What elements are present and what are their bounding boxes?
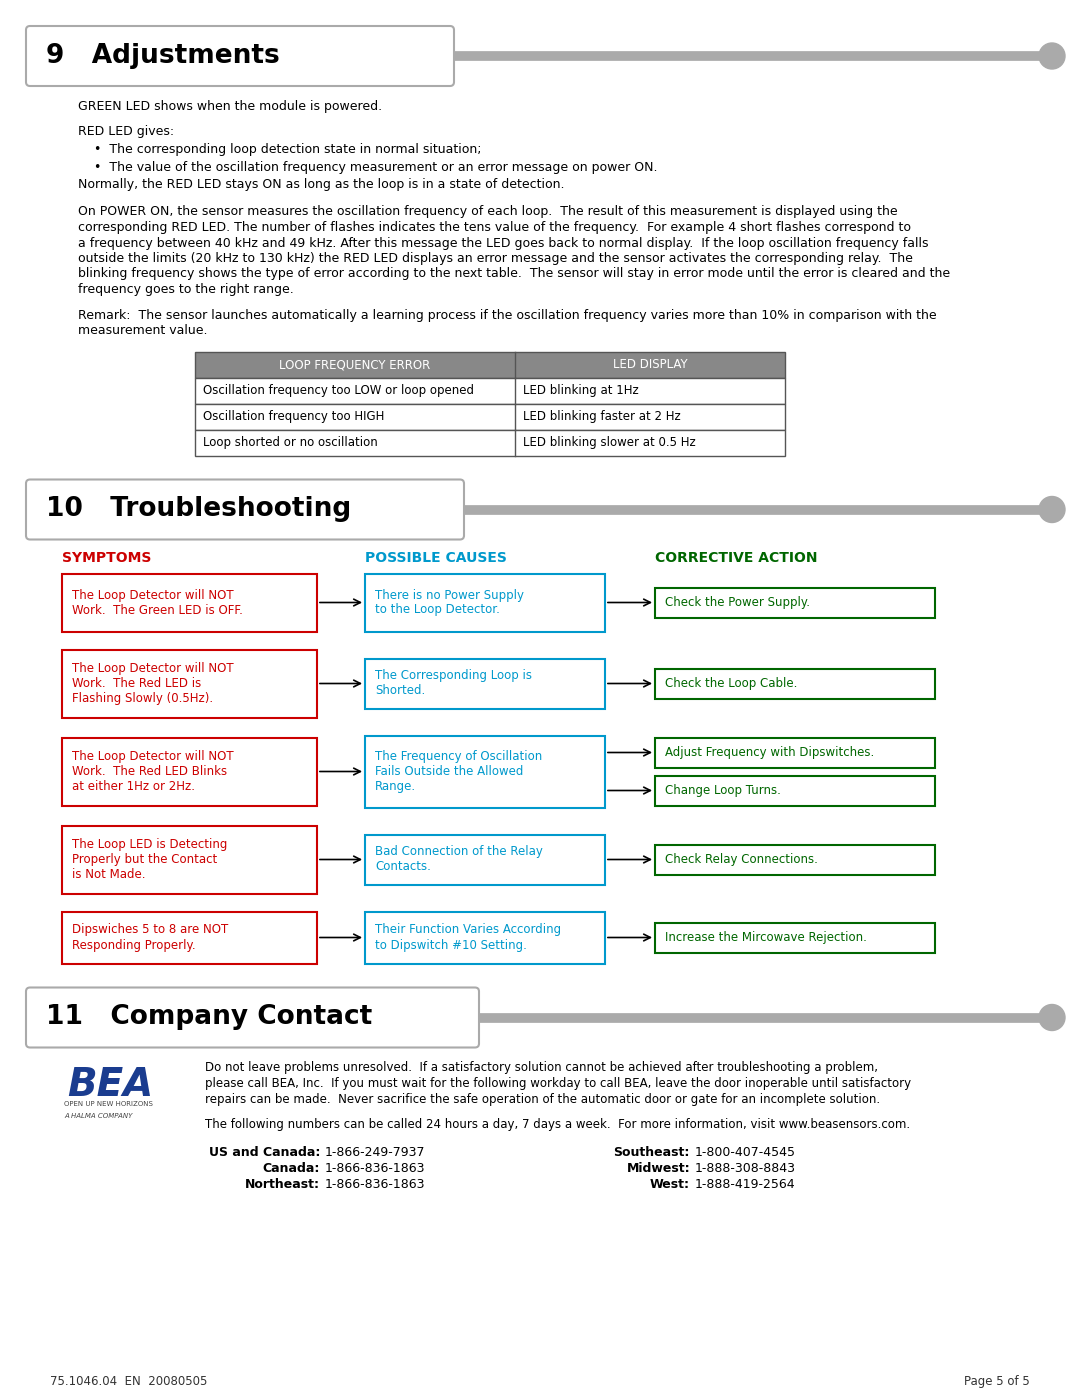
Text: Check Relay Connections.: Check Relay Connections. [665, 854, 818, 866]
Text: US and Canada:: US and Canada: [208, 1146, 320, 1158]
Text: Their Function Varies According
to Dipswitch #10 Setting.: Their Function Varies According to Dipsw… [375, 923, 562, 951]
FancyBboxPatch shape [195, 377, 785, 404]
FancyBboxPatch shape [365, 735, 605, 807]
Text: please call BEA, Inc.  If you must wait for the following workday to call BEA, l: please call BEA, Inc. If you must wait f… [205, 1077, 912, 1090]
Text: Check the Power Supply.: Check the Power Supply. [665, 597, 810, 609]
Text: Adjust Frequency with Dipswitches.: Adjust Frequency with Dipswitches. [665, 746, 874, 759]
Text: OPEN UP NEW HORIZONS: OPEN UP NEW HORIZONS [64, 1101, 153, 1108]
FancyBboxPatch shape [62, 574, 318, 631]
Text: The Loop Detector will NOT
Work.  The Red LED is
Flashing Slowly (0.5Hz).: The Loop Detector will NOT Work. The Red… [72, 662, 233, 705]
Circle shape [1039, 496, 1065, 522]
FancyBboxPatch shape [26, 988, 480, 1048]
FancyBboxPatch shape [195, 429, 785, 455]
Text: LED blinking at 1Hz: LED blinking at 1Hz [523, 384, 638, 397]
FancyBboxPatch shape [195, 352, 785, 377]
Text: LOOP FREQUENCY ERROR: LOOP FREQUENCY ERROR [280, 358, 431, 372]
FancyBboxPatch shape [654, 845, 935, 875]
Text: 75.1046.04  EN  20080505: 75.1046.04 EN 20080505 [50, 1375, 207, 1389]
Text: Do not leave problems unresolved.  If a satisfactory solution cannot be achieved: Do not leave problems unresolved. If a s… [205, 1062, 878, 1074]
Circle shape [1039, 43, 1065, 68]
FancyBboxPatch shape [365, 658, 605, 708]
Text: Midwest:: Midwest: [626, 1161, 690, 1175]
Text: On POWER ON, the sensor measures the oscillation frequency of each loop.  The re: On POWER ON, the sensor measures the osc… [78, 205, 897, 218]
FancyBboxPatch shape [654, 669, 935, 698]
Text: 9   Adjustments: 9 Adjustments [46, 43, 280, 68]
Text: Southeast:: Southeast: [613, 1146, 690, 1158]
Text: 1-888-419-2564: 1-888-419-2564 [696, 1178, 796, 1190]
FancyBboxPatch shape [365, 834, 605, 884]
Text: Page 5 of 5: Page 5 of 5 [964, 1375, 1030, 1389]
Text: 10   Troubleshooting: 10 Troubleshooting [46, 496, 351, 522]
Text: LED blinking slower at 0.5 Hz: LED blinking slower at 0.5 Hz [523, 436, 696, 448]
Text: Loop shorted or no oscillation: Loop shorted or no oscillation [203, 436, 378, 448]
FancyBboxPatch shape [654, 922, 935, 953]
Text: The Corresponding Loop is
Shorted.: The Corresponding Loop is Shorted. [375, 669, 532, 697]
Text: Canada:: Canada: [262, 1161, 320, 1175]
Text: The Loop LED is Detecting
Properly but the Contact
is Not Made.: The Loop LED is Detecting Properly but t… [72, 838, 228, 882]
Text: 1-866-249-7937: 1-866-249-7937 [325, 1146, 426, 1158]
Text: measurement value.: measurement value. [78, 324, 207, 337]
Text: GREEN LED shows when the module is powered.: GREEN LED shows when the module is power… [78, 101, 382, 113]
FancyBboxPatch shape [62, 650, 318, 718]
Text: •  The value of the oscillation frequency measurement or an error message on pow: • The value of the oscillation frequency… [78, 161, 658, 173]
Text: 1-866-836-1863: 1-866-836-1863 [325, 1161, 426, 1175]
Text: LED DISPLAY: LED DISPLAY [612, 358, 687, 372]
Text: LED blinking faster at 2 Hz: LED blinking faster at 2 Hz [523, 409, 680, 423]
FancyBboxPatch shape [62, 911, 318, 964]
FancyBboxPatch shape [62, 738, 318, 806]
Text: A HALMA COMPANY: A HALMA COMPANY [64, 1113, 133, 1119]
Text: BEA: BEA [67, 1066, 153, 1105]
Text: West:: West: [650, 1178, 690, 1190]
Text: blinking frequency shows the type of error according to the next table.  The sen: blinking frequency shows the type of err… [78, 267, 950, 281]
FancyBboxPatch shape [26, 27, 454, 87]
Text: 1-800-407-4545: 1-800-407-4545 [696, 1146, 796, 1158]
Text: outside the limits (20 kHz to 130 kHz) the RED LED displays an error message and: outside the limits (20 kHz to 130 kHz) t… [78, 251, 913, 265]
FancyBboxPatch shape [195, 404, 785, 429]
Text: 1-866-836-1863: 1-866-836-1863 [325, 1178, 426, 1190]
FancyBboxPatch shape [365, 574, 605, 631]
Text: 11   Company Contact: 11 Company Contact [46, 1004, 373, 1031]
Text: frequency goes to the right range.: frequency goes to the right range. [78, 284, 294, 296]
Text: Normally, the RED LED stays ON as long as the loop is in a state of detection.: Normally, the RED LED stays ON as long a… [78, 177, 565, 191]
Text: Dipswiches 5 to 8 are NOT
Responding Properly.: Dipswiches 5 to 8 are NOT Responding Pro… [72, 923, 228, 951]
Text: Change Loop Turns.: Change Loop Turns. [665, 784, 781, 798]
FancyBboxPatch shape [62, 826, 318, 894]
Text: a frequency between 40 kHz and 49 kHz. After this message the LED goes back to n: a frequency between 40 kHz and 49 kHz. A… [78, 236, 929, 250]
Text: 1-888-308-8843: 1-888-308-8843 [696, 1161, 796, 1175]
Text: repairs can be made.  Never sacrifice the safe operation of the automatic door o: repairs can be made. Never sacrifice the… [205, 1092, 880, 1105]
Text: Northeast:: Northeast: [245, 1178, 320, 1190]
FancyBboxPatch shape [654, 775, 935, 806]
FancyBboxPatch shape [654, 738, 935, 767]
Text: POSSIBLE CAUSES: POSSIBLE CAUSES [365, 552, 507, 566]
Text: The Loop Detector will NOT
Work.  The Red LED Blinks
at either 1Hz or 2Hz.: The Loop Detector will NOT Work. The Red… [72, 750, 233, 793]
Text: CORRECTIVE ACTION: CORRECTIVE ACTION [654, 552, 818, 566]
FancyBboxPatch shape [26, 479, 464, 539]
Text: •  The corresponding loop detection state in normal situation;: • The corresponding loop detection state… [78, 142, 482, 156]
Text: RED LED gives:: RED LED gives: [78, 126, 174, 138]
Text: Increase the Mircowave Rejection.: Increase the Mircowave Rejection. [665, 930, 867, 944]
Text: There is no Power Supply
to the Loop Detector.: There is no Power Supply to the Loop Det… [375, 588, 524, 616]
Text: Check the Loop Cable.: Check the Loop Cable. [665, 678, 797, 690]
FancyBboxPatch shape [654, 588, 935, 617]
FancyBboxPatch shape [365, 911, 605, 964]
Circle shape [1039, 1004, 1065, 1031]
Text: Remark:  The sensor launches automatically a learning process if the oscillation: Remark: The sensor launches automaticall… [78, 309, 936, 321]
Text: corresponding RED LED. The number of flashes indicates the tens value of the fre: corresponding RED LED. The number of fla… [78, 221, 912, 235]
Text: SYMPTOMS: SYMPTOMS [62, 552, 151, 566]
Text: Oscillation frequency too LOW or loop opened: Oscillation frequency too LOW or loop op… [203, 384, 474, 397]
Text: The following numbers can be called 24 hours a day, 7 days a week.  For more inf: The following numbers can be called 24 h… [205, 1118, 910, 1132]
Text: Oscillation frequency too HIGH: Oscillation frequency too HIGH [203, 409, 384, 423]
Text: The Frequency of Oscillation
Fails Outside the Allowed
Range.: The Frequency of Oscillation Fails Outsi… [375, 750, 542, 793]
Text: The Loop Detector will NOT
Work.  The Green LED is OFF.: The Loop Detector will NOT Work. The Gre… [72, 588, 243, 616]
Text: Bad Connection of the Relay
Contacts.: Bad Connection of the Relay Contacts. [375, 845, 543, 873]
